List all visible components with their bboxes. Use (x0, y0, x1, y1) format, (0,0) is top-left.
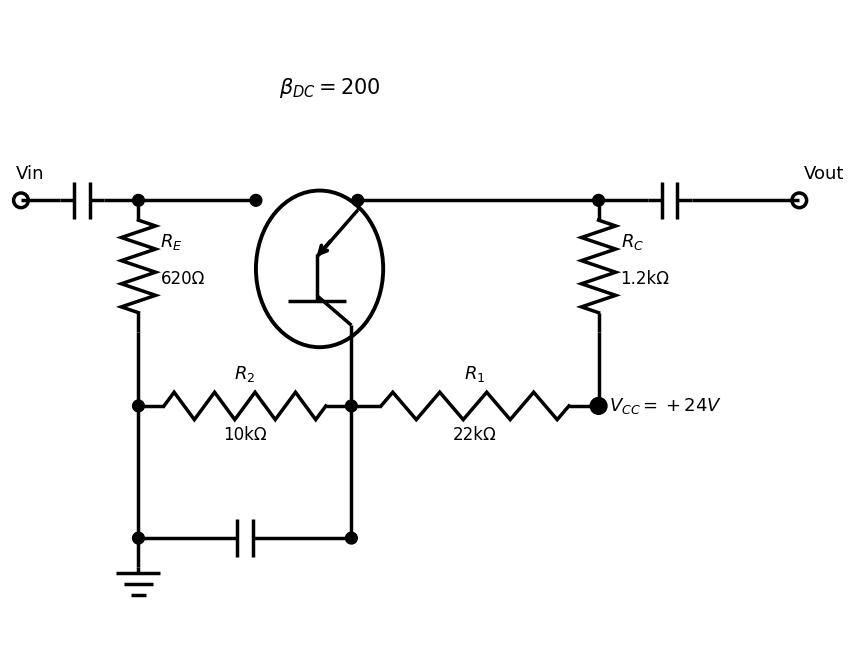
Text: $R_C$: $R_C$ (620, 232, 644, 252)
Text: $R_1$: $R_1$ (464, 364, 486, 384)
Circle shape (593, 400, 604, 412)
Circle shape (593, 194, 604, 206)
Circle shape (133, 400, 144, 412)
Circle shape (346, 400, 357, 412)
Text: $R_2$: $R_2$ (234, 364, 256, 384)
Text: 620Ω: 620Ω (160, 269, 204, 288)
Text: 22kΩ: 22kΩ (453, 426, 497, 444)
Text: Vout: Vout (804, 165, 844, 183)
Text: 10kΩ: 10kΩ (223, 426, 267, 444)
Circle shape (250, 194, 262, 206)
Circle shape (346, 532, 357, 544)
Circle shape (133, 532, 144, 544)
Text: $V_{CC}=+24V$: $V_{CC}=+24V$ (609, 396, 722, 416)
Text: 1.2kΩ: 1.2kΩ (620, 269, 670, 288)
Text: Vin: Vin (16, 165, 44, 183)
Text: $R_E$: $R_E$ (160, 232, 183, 252)
Circle shape (133, 194, 144, 206)
Text: $\beta_{DC}=200$: $\beta_{DC}=200$ (279, 76, 380, 100)
Circle shape (352, 194, 364, 206)
